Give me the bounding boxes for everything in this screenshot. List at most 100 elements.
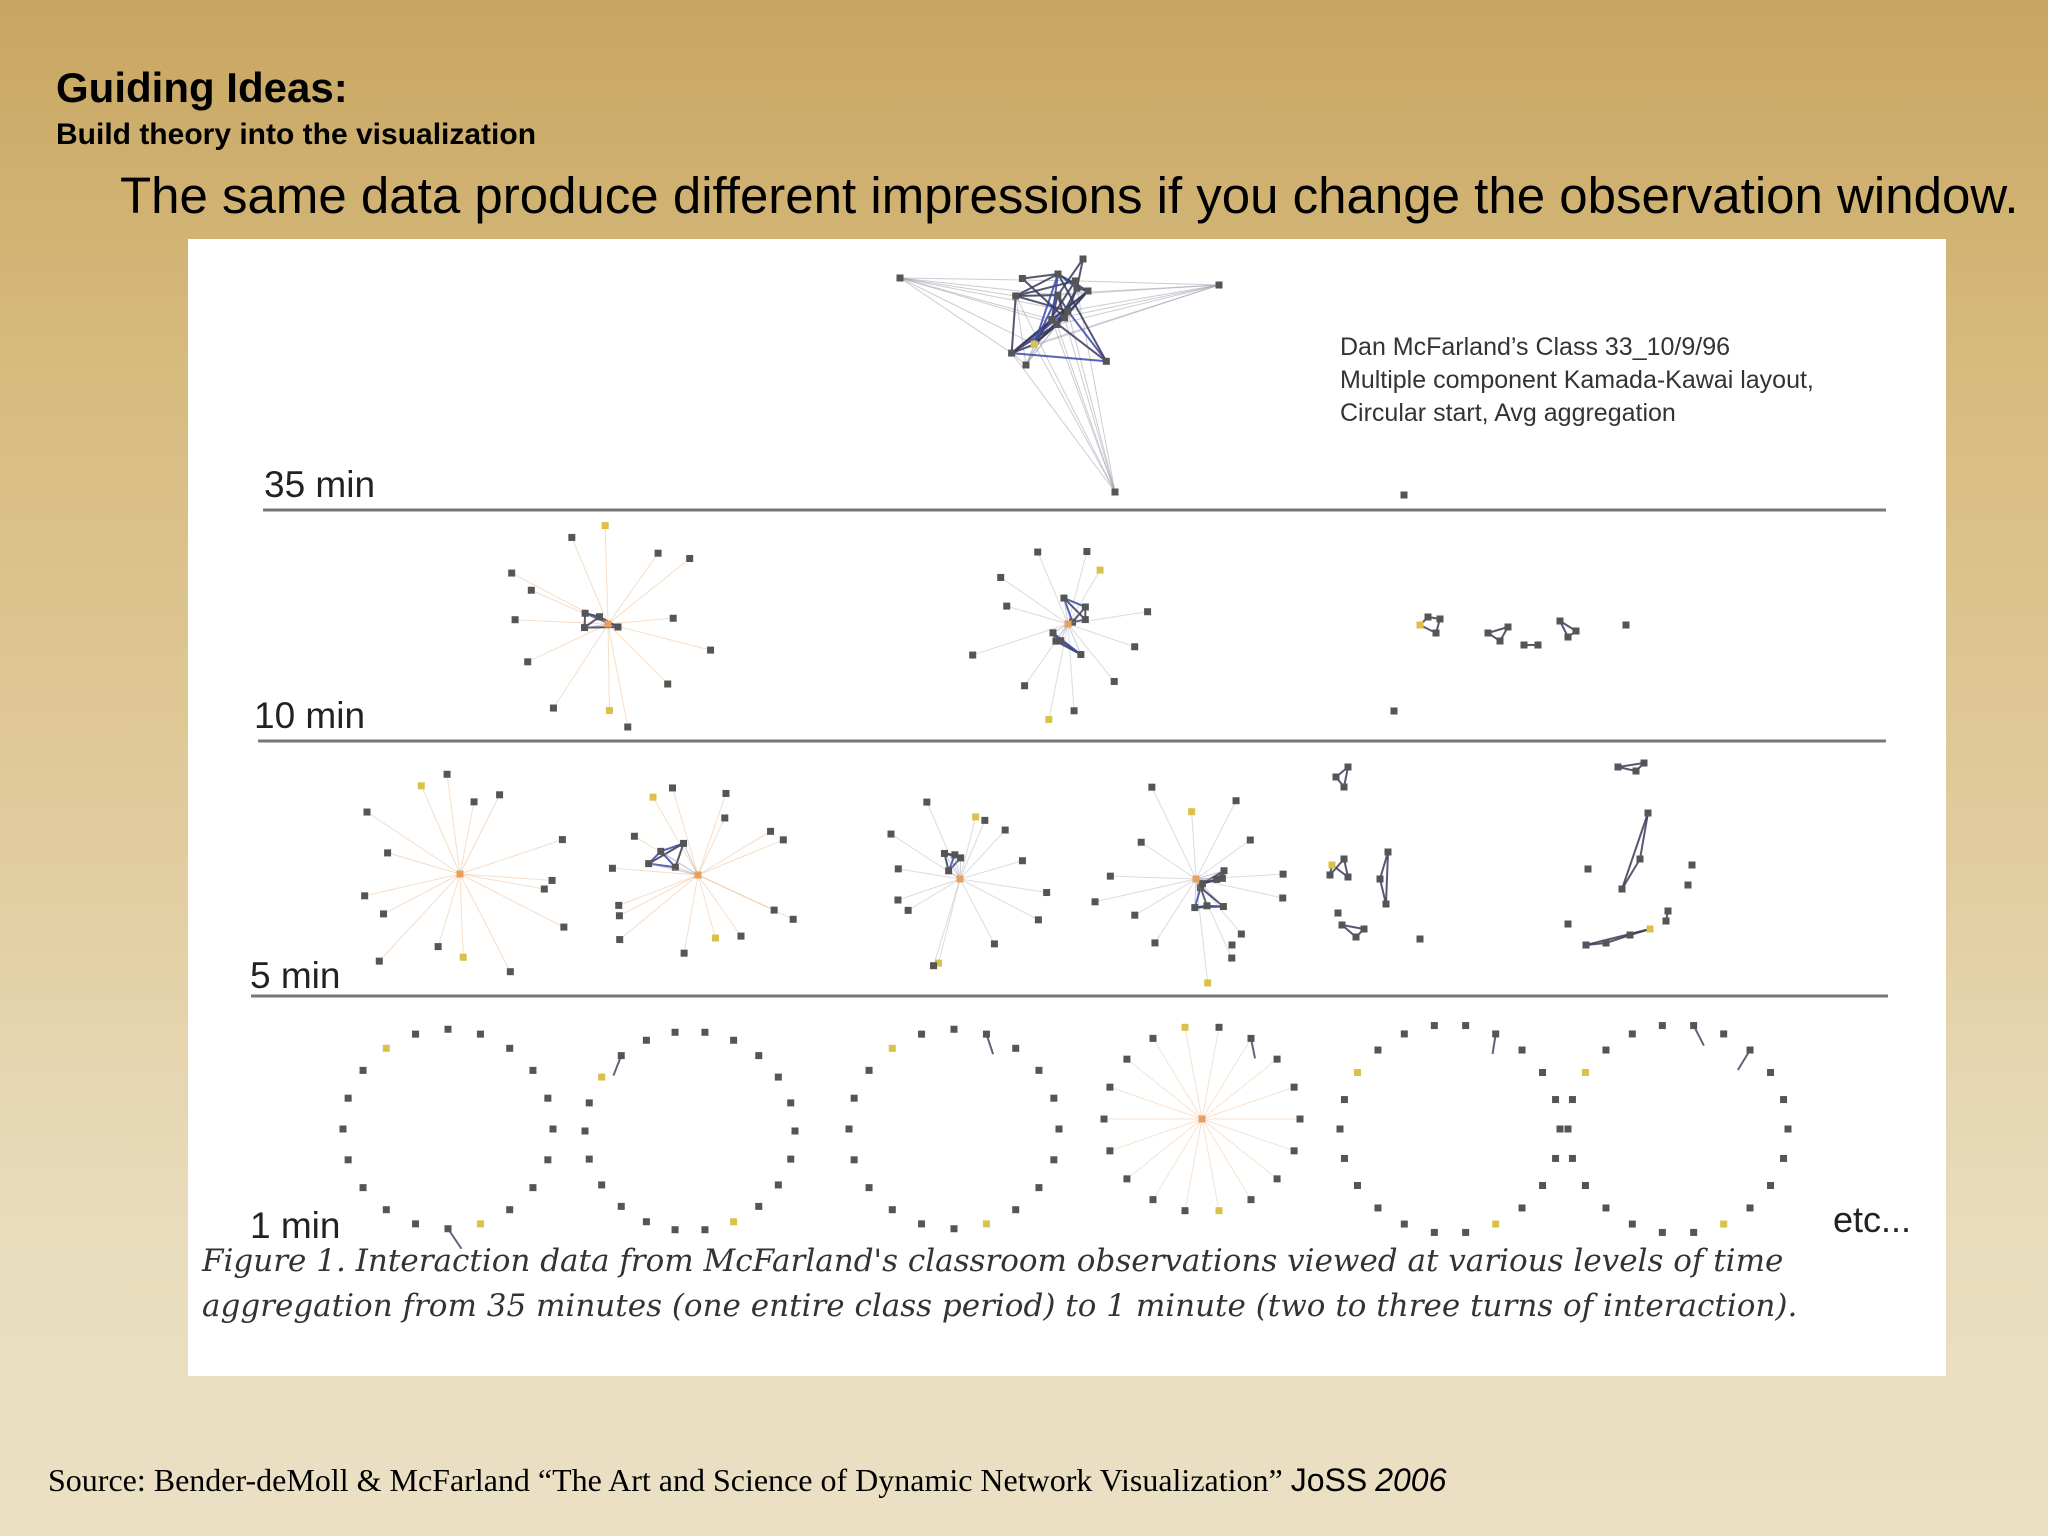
network-node (1664, 907, 1672, 915)
network-edge (959, 820, 986, 880)
network-node (1204, 979, 1212, 987)
network-node (950, 1225, 958, 1233)
network-node (1246, 836, 1254, 844)
network-node (982, 1220, 990, 1228)
network-edge (1195, 878, 1208, 906)
network-node (767, 827, 775, 835)
network-node (548, 876, 556, 884)
network-node (982, 1030, 990, 1038)
network-node (585, 1155, 593, 1163)
network-node (1215, 281, 1223, 289)
network-edge (683, 874, 699, 954)
network-node (896, 274, 904, 282)
network-edge (697, 874, 716, 939)
hub-node (456, 870, 464, 878)
network-edge (1201, 1118, 1278, 1180)
network-node (888, 1206, 896, 1214)
network-edge (959, 878, 995, 945)
network-edge (907, 878, 961, 911)
network-node (701, 1226, 709, 1234)
network-node (1220, 867, 1228, 875)
network-edge (1067, 569, 1101, 625)
network-edge (1385, 851, 1389, 905)
network-edge (972, 623, 1069, 656)
network-edge (1639, 812, 1649, 860)
network-node (529, 1066, 537, 1074)
network-node (1279, 870, 1287, 878)
network-node (1484, 629, 1492, 637)
network-node (1338, 921, 1346, 929)
network-edge (459, 873, 464, 958)
network-node (1083, 548, 1091, 556)
network-node (1518, 1046, 1526, 1054)
network-edge (898, 868, 961, 880)
network-node (581, 624, 589, 632)
network-node (1432, 629, 1440, 637)
network-node (1340, 783, 1348, 791)
network-node (680, 839, 688, 847)
meta-line-1: Dan McFarland’s Class 33_10/9/96 (1340, 333, 1731, 361)
network-node (657, 847, 665, 855)
network-node (865, 1184, 873, 1192)
network-edge (697, 817, 726, 876)
network-edge (1152, 1038, 1203, 1120)
network-node (1690, 1228, 1698, 1236)
network-node (1784, 1125, 1792, 1133)
network-node (1646, 925, 1654, 933)
network-edge (1067, 310, 1108, 362)
network-node (1218, 874, 1226, 882)
network-node (654, 549, 662, 557)
network-node (506, 1044, 514, 1052)
network-node (1021, 682, 1029, 690)
source-year: 2006 (1375, 1462, 1447, 1498)
network-edge (899, 277, 1058, 325)
network-edge (1057, 273, 1108, 362)
network-edge (1621, 858, 1641, 890)
network-node (444, 1025, 452, 1033)
network-node (1462, 1022, 1470, 1030)
network-edge (1056, 324, 1116, 493)
network-edge (378, 873, 461, 962)
figure-panel: Dan McFarland’s Class 33_10/9/96 Multipl… (188, 239, 1946, 1376)
network-node (1552, 1096, 1560, 1104)
network-edge (1617, 762, 1645, 768)
network-node (616, 936, 624, 944)
network-node (1054, 291, 1062, 299)
network-node (1376, 875, 1384, 883)
network-edge (1033, 344, 1116, 493)
network-node (1034, 548, 1042, 556)
network-edge (1074, 280, 1116, 493)
network-node (1622, 621, 1630, 629)
network-node (1215, 1023, 1223, 1031)
network-edge (648, 863, 699, 876)
network-node (642, 1218, 650, 1226)
network-node (1572, 627, 1580, 635)
network-node (1247, 1196, 1255, 1204)
network-edge (1201, 1038, 1252, 1120)
network-node (1340, 855, 1348, 863)
hub-node (1192, 875, 1200, 883)
network-edge (607, 623, 669, 685)
network-node (779, 836, 787, 844)
network-edge (1056, 284, 1220, 325)
network-edge (607, 623, 711, 651)
network-edge (1184, 1027, 1203, 1120)
network-node (1552, 1154, 1560, 1162)
network-node (1382, 900, 1390, 908)
network-node (1102, 357, 1110, 365)
network-node (1568, 1154, 1576, 1162)
network-1min-4 (1100, 1023, 1304, 1215)
network-edge (366, 811, 461, 875)
network-edge (1075, 280, 1220, 286)
network-node (1539, 1181, 1547, 1189)
network-edge (1021, 277, 1066, 319)
network-edge (604, 525, 609, 625)
network-node (344, 1156, 352, 1164)
network-node (1100, 1115, 1108, 1123)
network-node (1079, 255, 1087, 263)
network-node (496, 791, 504, 799)
network-node (476, 1030, 484, 1038)
network-node (380, 910, 388, 918)
network-edge (1057, 258, 1084, 296)
network-node (1602, 1204, 1610, 1212)
